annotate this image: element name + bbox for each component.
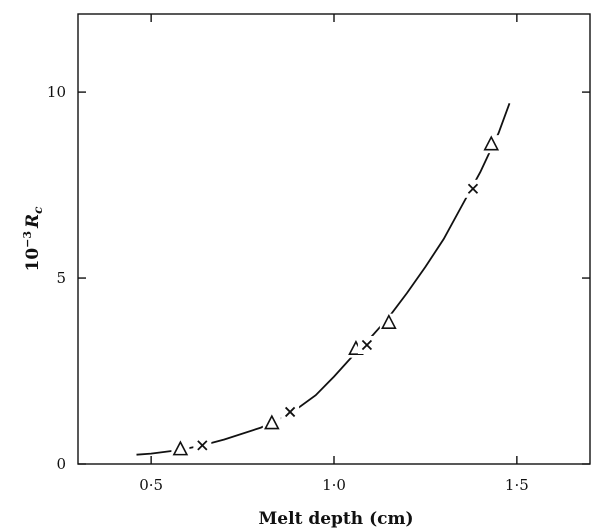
triangle-point [172,440,189,456]
triangle-point [381,313,397,329]
y-ticks: 0 5 10 [47,83,590,473]
marker-backdrop [171,440,190,459]
y-tick-label: 10 [47,83,66,101]
data-markers [171,135,501,459]
x-ticks: 0·5 1·0 1·5 [139,14,529,494]
y-axis-title: 10−3 Rc [21,206,45,272]
marker-backdrop [482,135,501,154]
x-tick-label: 1·5 [505,476,529,494]
y-axis-title-base: 10 [23,248,43,272]
marker-backdrop [379,313,398,332]
cross-stroke [361,339,373,351]
x-axis-title: Melt depth (cm) [258,509,413,529]
cross-stroke [284,406,296,418]
triangle-point [483,135,500,151]
fit-curve [136,102,511,456]
cross-point [197,440,208,451]
cross-point [361,339,373,351]
y-tick-label: 0 [56,455,66,473]
y-axis-title-symbol: R [23,214,43,229]
y-axis-title-exponent: −3 [21,231,34,248]
cross-point [467,183,479,194]
triangle-point [264,414,280,430]
plot-frame [77,13,591,465]
cross-stroke [197,440,208,451]
cross-point [284,406,296,418]
x-tick-label: 1·0 [322,476,346,494]
cross-stroke [467,183,479,194]
x-tick-label: 0·5 [139,476,163,494]
marker-backdrop [262,414,281,433]
y-tick-label: 5 [56,269,66,287]
y-axis-title-subscript: c [31,206,45,214]
